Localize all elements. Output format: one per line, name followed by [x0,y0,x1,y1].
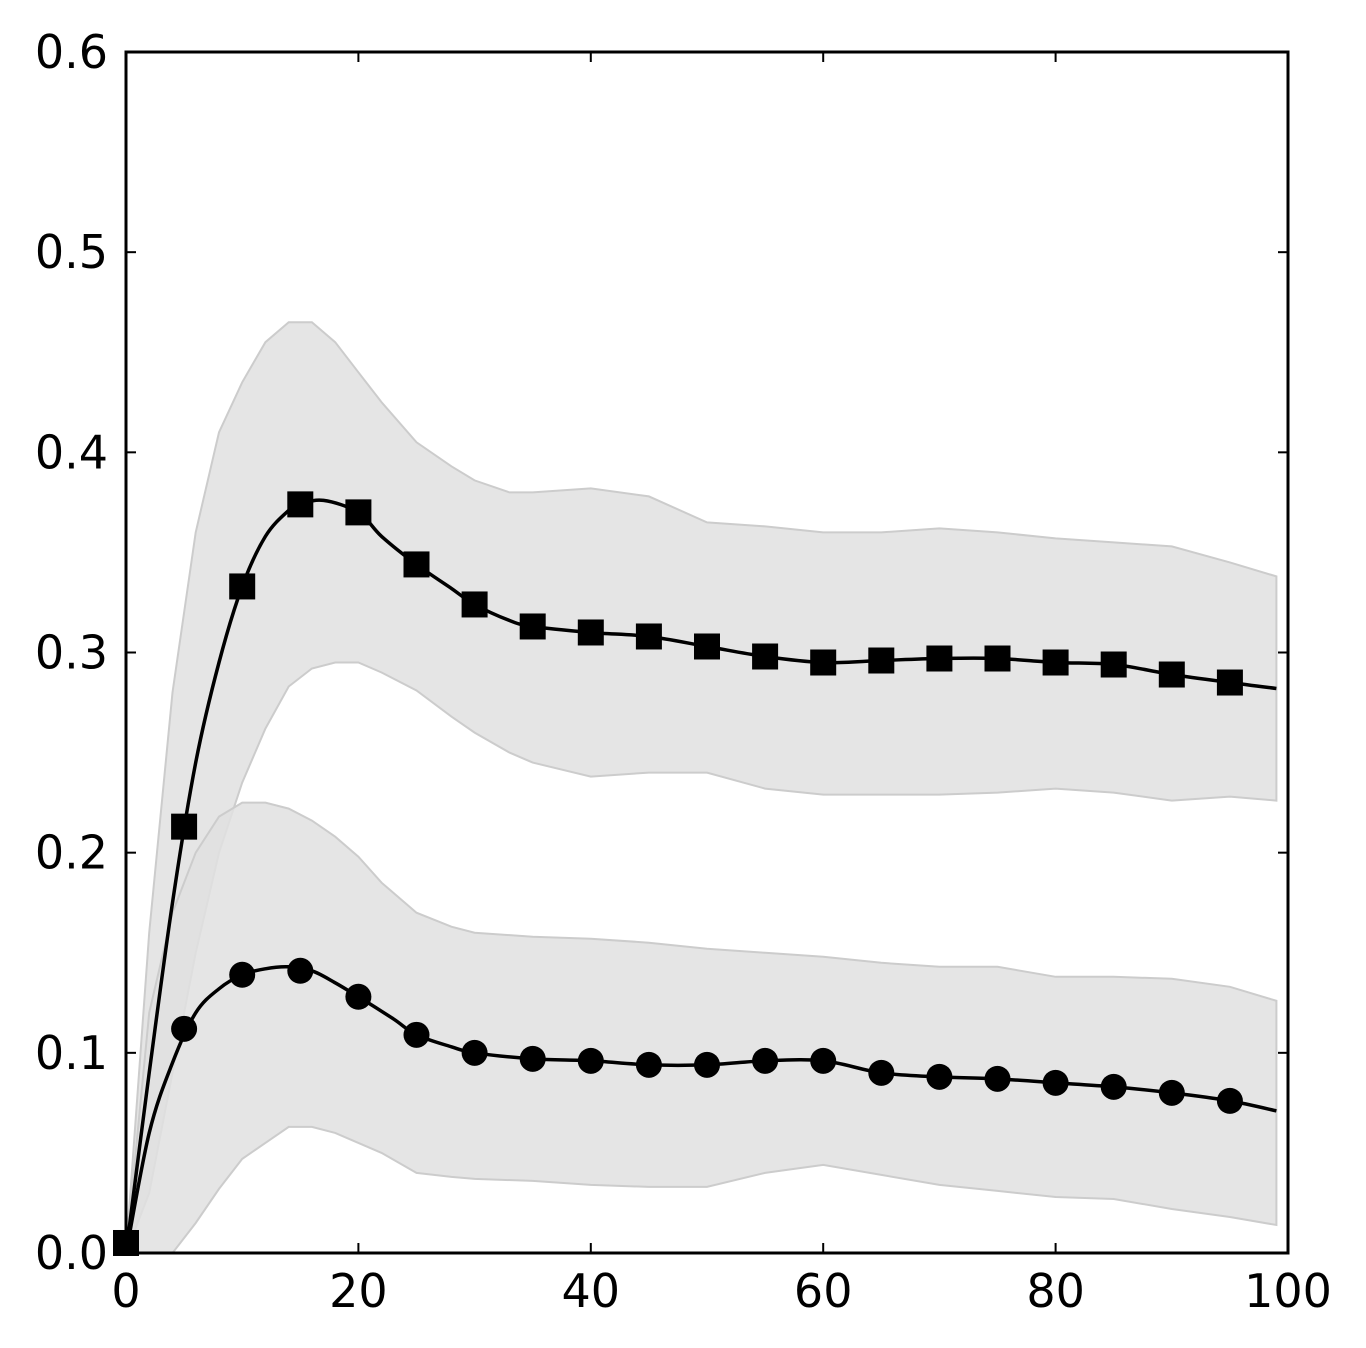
y-tick-label: 0.0 [35,1226,108,1280]
series-2-point [1042,1069,1069,1096]
x-tick-label: 100 [1244,1264,1332,1318]
y-tick-label: 0.4 [35,425,108,479]
series-1-point [1216,669,1243,696]
y-tick-label: 0.5 [35,225,108,279]
series-2-point [287,957,314,984]
series-1-point [635,623,662,650]
series-1-point [752,643,779,670]
series-2-point [1158,1079,1185,1106]
series-2-point [229,961,256,988]
x-tick-label: 0 [111,1264,140,1318]
series-2-point [868,1059,895,1086]
series-1-point [926,645,953,672]
series-1-point [810,649,837,676]
y-tick-label: 0.6 [35,25,108,79]
series-2-point [1100,1073,1127,1100]
series-1-point [461,591,488,618]
series-1-point [984,645,1011,672]
series-2-point [752,1047,779,1074]
series-2-point [926,1063,953,1090]
x-tick-label: 60 [794,1264,853,1318]
x-tick-label: 20 [329,1264,388,1318]
series-1-point [229,573,256,600]
series-1-point [1042,649,1069,676]
series-2-point [810,1047,837,1074]
x-tick-label: 80 [1026,1264,1085,1318]
series-2-point [403,1021,430,1048]
series-markers [113,491,1243,1256]
series-1-point [403,551,430,578]
y-tick-label: 0.1 [35,1026,108,1080]
series-2-point [519,1045,546,1072]
x-tick-label: 40 [562,1264,621,1318]
series-1-point [345,499,372,526]
series-1-point [1100,651,1127,678]
series-2-point [171,1015,198,1042]
series-1-point [694,633,720,660]
series-2-point [345,983,372,1010]
series-2-point [461,1039,488,1066]
series-2-point [694,1051,720,1078]
axes: 0 20 40 60 80 100 0.0 0.1 0.2 0.3 0.4 0.5 0.6 [35,25,1332,1318]
series-2-point [577,1047,604,1074]
series-1-point [1158,661,1185,688]
series-1-point [868,647,895,674]
plot-frame [124,50,1290,1255]
series-2-point [1216,1087,1243,1114]
series-1-point [577,619,604,646]
series-2-point [635,1051,662,1078]
series-2-point [984,1065,1011,1092]
series-1-point [171,813,198,840]
series-2-band [124,801,1278,1254]
series-1-point [519,613,546,640]
y-tick-label: 0.3 [35,626,108,680]
y-tick-label: 0.2 [35,826,108,880]
series-1-point [287,491,314,518]
